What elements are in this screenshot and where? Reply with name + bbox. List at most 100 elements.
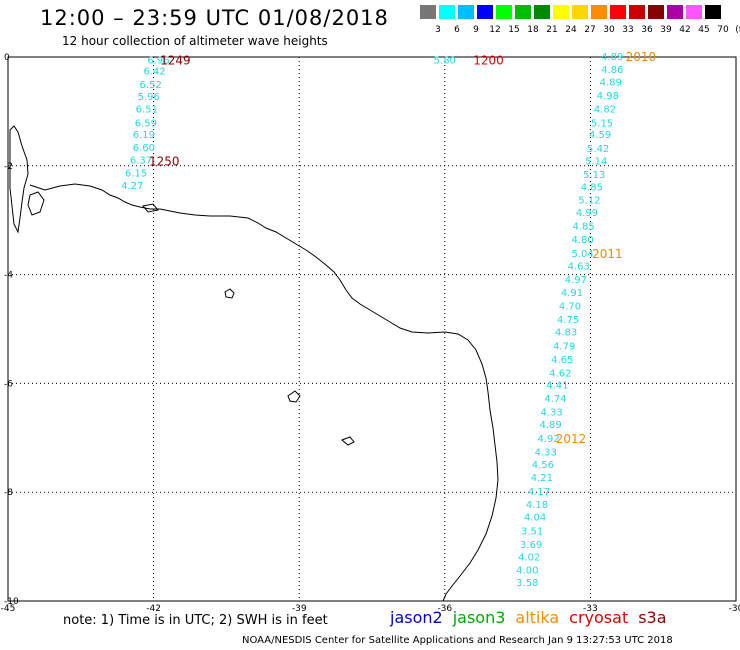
axis-tick-labels: -45 -42 -39 -36 -33 -30 0 -2 -4 -6 -8 -10 — [1, 53, 740, 614]
wave-height-value: 4.62 — [549, 369, 571, 380]
wave-height-value: 4.00 — [516, 565, 538, 576]
wave-height-value: 4.33 — [535, 447, 557, 458]
footer-note: note: 1) Time is in UTC; 2) SWH is in fe… — [63, 613, 328, 628]
wave-height-value: 4.97 — [565, 275, 587, 286]
wave-height-value: 6.51 — [136, 105, 158, 116]
island-marajo — [9, 125, 29, 234]
lat-tick-label: -4 — [4, 271, 13, 281]
wave-height-value: 4.80 — [572, 235, 594, 246]
wave-height-value: 4.02 — [518, 552, 540, 563]
wave-height-value: 5.14 — [585, 156, 607, 167]
color-scale-label: 27 — [584, 25, 596, 35]
color-swatch — [705, 5, 721, 19]
wave-height-value: 4.04 — [524, 513, 546, 524]
color-swatch — [572, 5, 588, 19]
lon-tick-label: -39 — [292, 604, 307, 614]
island-small-3 — [341, 436, 355, 446]
altimeter-tracks: 6.966.42 6.525.96 6.51 6.596.19 6.606.37 6.15… — [121, 52, 623, 589]
wave-height-value: 6.60 — [133, 143, 155, 154]
wave-height-value: 4.74 — [544, 394, 566, 405]
wave-height-value: 4.17 — [528, 487, 550, 498]
color-scale-label: 36 — [641, 25, 653, 35]
color-scale-label: 9 — [473, 25, 479, 35]
island-small-4 — [142, 203, 159, 213]
pass-time-label: 2011 — [592, 247, 623, 261]
color-scale-label: 12 — [489, 25, 501, 35]
wave-height-value: 4.86 — [601, 65, 623, 76]
color-swatch — [439, 5, 455, 19]
color-scale-label: 30 — [603, 25, 615, 35]
wave-height-value: 5.04 — [572, 249, 594, 260]
color-scale-label: 42 — [679, 25, 691, 35]
wave-height-value: 4.99 — [576, 208, 598, 219]
lat-tick-label: -2 — [4, 162, 13, 172]
island-small-1 — [224, 288, 235, 299]
wave-height-value: 4.98 — [597, 91, 619, 102]
wave-height-value: 4.79 — [553, 341, 575, 352]
pass-time-labels: 1249 1250 1200 2010 2011 2012 — [149, 50, 656, 446]
color-swatch — [420, 5, 436, 19]
color-swatch — [648, 5, 664, 19]
pass-time-label: 1249 — [160, 54, 191, 68]
wave-height-value: 5.96 — [138, 92, 160, 103]
color-scale-label: 70 — [717, 25, 729, 35]
color-scale-label: 18 — [527, 25, 539, 35]
satellite-legend-item: altika — [515, 608, 560, 627]
wave-height-value: 6.37 — [130, 155, 152, 166]
wave-height-value: 6.59 — [135, 118, 157, 129]
color-scale-label: 33 — [622, 25, 634, 35]
color-swatch — [591, 5, 607, 19]
wave-height-value: 6.42 — [143, 67, 165, 78]
color-swatch — [534, 5, 550, 19]
wave-height-value: 3.58 — [516, 578, 538, 589]
wave-height-value: 4.56 — [532, 460, 554, 471]
wave-height-value: 4.27 — [121, 181, 143, 192]
lat-tick-label: 0 — [4, 53, 10, 63]
color-swatch — [629, 5, 645, 19]
lon-tick-label: -30 — [729, 604, 740, 614]
wave-height-value: 5.15 — [591, 118, 613, 129]
color-scale-label: 24 — [565, 25, 577, 35]
lat-tick-label: -6 — [4, 379, 13, 389]
satellite-legend-item: s3a — [638, 608, 667, 627]
wave-height-value: 4.65 — [551, 355, 573, 366]
island-small-2 — [287, 390, 301, 403]
color-swatch — [496, 5, 512, 19]
pass-time-label: 1250 — [149, 154, 180, 168]
map-title: 12:00 – 23:59 UTC 01/08/2018 — [40, 6, 389, 30]
wave-height-value: 4.21 — [531, 473, 553, 484]
color-scale-label: 3 — [435, 25, 441, 35]
map-frame — [7, 56, 737, 602]
color-swatch — [553, 5, 569, 19]
wave-height-value: 5.42 — [587, 144, 609, 155]
wave-height-value: 4.85 — [581, 182, 603, 193]
wave-height-value: 3.51 — [521, 526, 543, 537]
wave-height-value: 4.89 — [600, 77, 622, 88]
color-swatch — [667, 5, 683, 19]
wave-height-value: 4.85 — [572, 222, 594, 233]
wave-height-value: 6.52 — [140, 80, 162, 91]
color-scale-label: 6 — [454, 25, 460, 35]
lon-tick-label: -45 — [1, 604, 16, 614]
satellite-legend-item: jason3 — [452, 608, 506, 627]
map-subtitle: 12 hour collection of altimeter wave hei… — [62, 34, 328, 48]
pass-time-label: 1200 — [473, 54, 504, 68]
color-scale-label: 21 — [546, 25, 558, 35]
color-scale-label: 15 — [508, 25, 520, 35]
lon-tick-label: -42 — [146, 604, 161, 614]
color-swatch — [686, 5, 702, 19]
pass-time-label: 2012 — [556, 432, 587, 446]
wave-height-value: 5.13 — [583, 170, 605, 181]
wave-height-value: 4.89 — [601, 52, 623, 63]
wave-height-value: 4.82 — [594, 105, 616, 116]
color-swatch — [515, 5, 531, 19]
wave-height-value: 4.70 — [559, 302, 581, 313]
lat-tick-label: -10 — [4, 597, 19, 607]
lon-tick-label: -36 — [437, 604, 452, 614]
island-estuary — [27, 191, 45, 216]
satellite-legend-item: cryosat — [569, 608, 629, 627]
wave-height-value: 4.75 — [557, 315, 579, 326]
coastline — [9, 125, 499, 602]
wave-height-value: 4.83 — [555, 328, 577, 339]
